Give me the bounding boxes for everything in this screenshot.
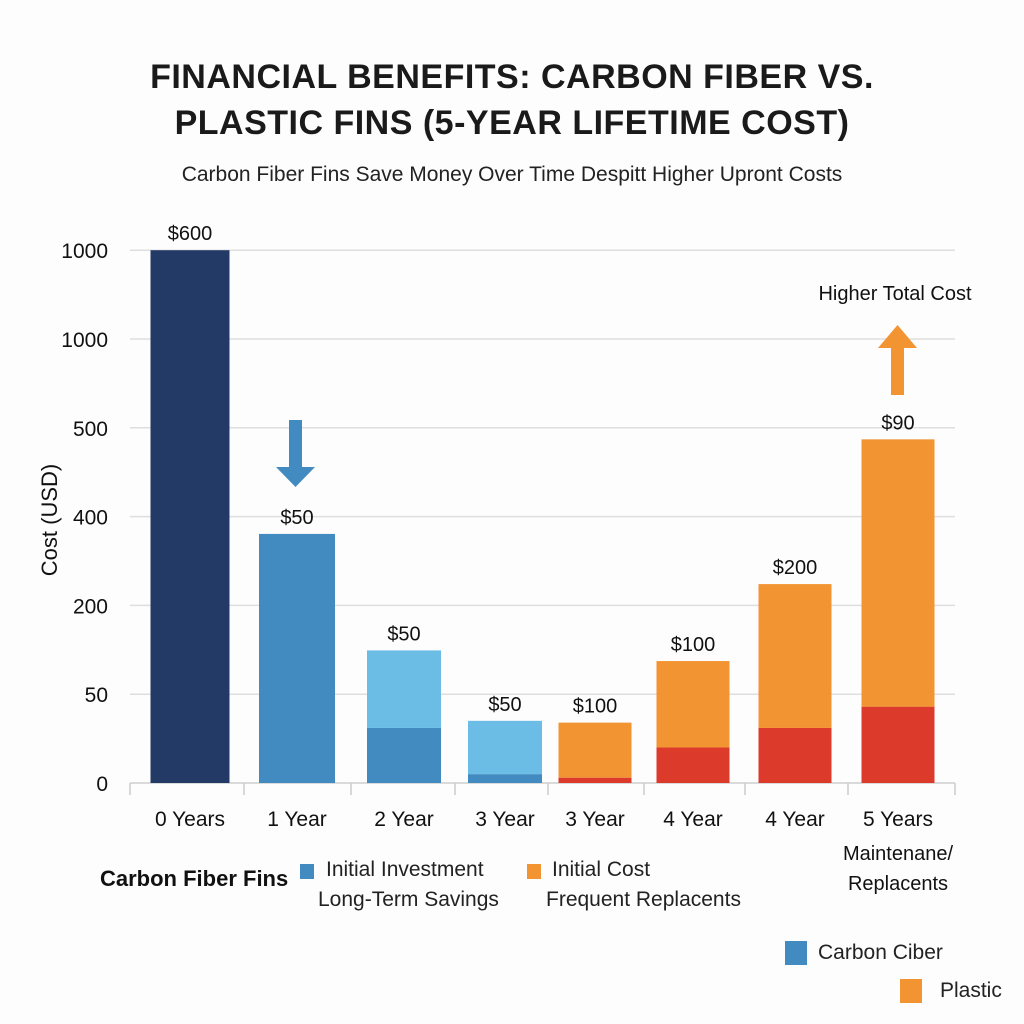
x-tick-label: 3 Year	[475, 808, 535, 831]
x-tick-label: 2 Year	[374, 808, 434, 831]
y-tick-label: 0	[96, 773, 108, 796]
data-label: $50	[280, 507, 313, 529]
annotation-higher-total-cost: Higher Total Cost	[818, 283, 971, 305]
extra-x-label-line1: Maintenane/	[843, 843, 954, 865]
bar-segment	[558, 777, 632, 783]
extra-x-label-line2: Replacents	[848, 873, 948, 895]
y-tick-label: 1000	[61, 240, 108, 263]
y-tick-label: 400	[73, 507, 108, 530]
x-tick-label: 0 Years	[155, 808, 225, 831]
legend-series-plastic: Plastic	[940, 979, 1002, 1002]
legend-group-title: Carbon Fiber Fins	[100, 866, 289, 891]
down-arrow-icon	[276, 420, 315, 487]
bar-segment	[150, 250, 230, 783]
bar-segment	[861, 439, 935, 707]
data-label: $100	[573, 696, 618, 718]
legend-swatch-plastic	[527, 864, 541, 879]
bar-segment	[656, 747, 730, 783]
bar-segment	[468, 720, 542, 775]
legend-series-carbon-ciber: Carbon Ciber	[818, 941, 943, 964]
legend-swatch-carbon	[300, 864, 314, 879]
legend-item-1-line2: Long-Term Savings	[318, 888, 499, 911]
y-tick-label: 1000	[61, 329, 108, 352]
legend-item-1-line1: Initial Investment	[326, 858, 484, 881]
data-label: $100	[671, 634, 716, 656]
y-axis-label: Cost (USD)	[37, 464, 62, 576]
bar-segment	[656, 661, 730, 748]
bar-segment	[758, 727, 832, 783]
bar-segment	[367, 650, 441, 728]
legend-item-2-line2: Frequent Replacents	[546, 888, 741, 911]
bar-segment	[861, 706, 935, 783]
chart-title-line1: FINANCIAL BENEFITS: CARBON FIBER VS.	[150, 58, 874, 96]
x-tick-label: 4 Year	[663, 808, 723, 831]
legend-swatch-carbon-ciber	[785, 941, 807, 965]
bar-segment	[259, 533, 335, 783]
legend-item-2-line1: Initial Cost	[552, 858, 651, 881]
up-arrow-icon	[878, 325, 917, 395]
x-tick-label: 5 Years	[863, 808, 933, 831]
bar-segment	[367, 727, 441, 783]
y-tick-label: 50	[85, 684, 108, 707]
chart-subtitle: Carbon Fiber Fins Save Money Over Time D…	[181, 163, 843, 186]
y-tick-label: 500	[73, 418, 108, 441]
y-tick-label: 200	[73, 595, 108, 618]
x-tick-label: 4 Year	[765, 808, 825, 831]
chart-title-line2: PLASTIC FINS (5-YEAR LIFETIME COST)	[174, 104, 850, 142]
legend-swatch-plastic-series	[900, 979, 922, 1003]
data-label: $90	[881, 412, 914, 434]
bar-segment	[758, 584, 832, 728]
bar-segment	[468, 774, 542, 783]
data-label: $200	[773, 557, 818, 579]
x-tick-label: 1 Year	[267, 808, 327, 831]
data-label: $50	[387, 623, 420, 645]
data-label: $50	[488, 694, 521, 716]
x-tick-label: 3 Year	[565, 808, 625, 831]
bar-segment	[558, 722, 632, 778]
data-label: $600	[168, 223, 213, 245]
